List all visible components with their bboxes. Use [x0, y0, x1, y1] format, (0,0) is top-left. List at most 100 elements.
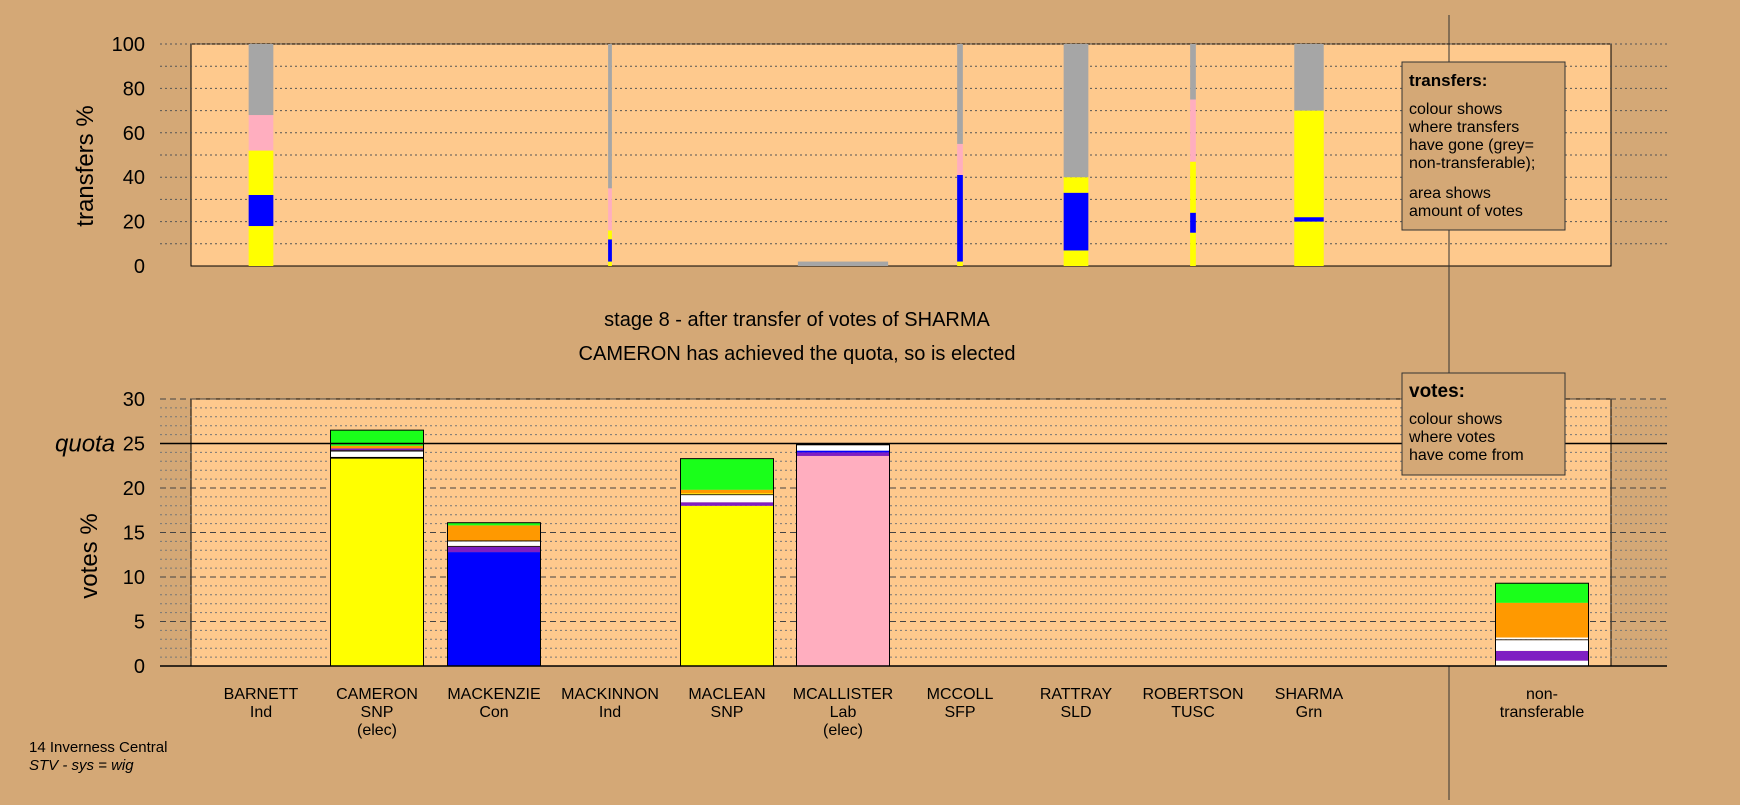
transfers-legend-line: non-transferable);	[1409, 155, 1535, 172]
transfers-legend-title: transfers:	[1409, 71, 1487, 90]
candidate-party: SLD	[1060, 704, 1091, 721]
vote-segment	[680, 505, 774, 666]
candidate-name: RATTRAY	[1040, 686, 1113, 703]
candidate-name: SHARMA	[1275, 686, 1344, 703]
votes-legend-line: where votes	[1408, 429, 1495, 446]
candidate-party: SFP	[944, 704, 975, 721]
transfer-segment	[797, 261, 889, 266]
vote-segment	[796, 443, 890, 446]
transfers-legend-box	[1401, 61, 1566, 231]
transfer-bar-mccoll	[957, 44, 963, 266]
stage-title: stage 8 - after transfer of votes of SHA…	[604, 309, 990, 331]
vote-bar-cameron	[330, 429, 424, 667]
transfer-segment	[608, 44, 612, 189]
vote-segment	[447, 525, 541, 541]
vote-segment	[680, 494, 774, 496]
vote-segment	[330, 448, 424, 451]
candidate-party: Grn	[1296, 704, 1323, 721]
vote-segment	[680, 458, 774, 490]
vote-bar-mackenzie	[447, 522, 541, 667]
transfer-segment	[1190, 99, 1196, 162]
vote-segment	[1495, 602, 1589, 638]
nontransferable-label-line: non-	[1526, 686, 1558, 703]
transfer-segment	[1190, 161, 1196, 213]
votes-legend-line: have come from	[1409, 447, 1524, 464]
votes-tick-label: 20	[123, 478, 145, 500]
transfer-segment	[1294, 110, 1324, 218]
vote-segment	[330, 450, 424, 452]
vote-segment	[1495, 583, 1589, 603]
vote-segment	[447, 552, 541, 666]
transfer-segment	[248, 150, 274, 195]
vote-segment	[796, 452, 890, 456]
candidate-name: CAMERON	[336, 686, 418, 703]
footer-constituency: 14 Inverness Central	[29, 739, 167, 756]
vote-segment	[680, 493, 774, 495]
transfer-segment	[608, 239, 612, 262]
transfers-legend: transfers: colour shows where transfers …	[1401, 61, 1566, 231]
votes-legend-title: votes:	[1409, 381, 1465, 402]
vote-segment	[796, 455, 890, 666]
transfer-segment	[1190, 212, 1196, 233]
nontransferable-label: non-transferable	[1500, 686, 1585, 721]
transfer-segment	[248, 115, 274, 151]
vote-segment	[330, 458, 424, 666]
vote-segment	[680, 489, 774, 494]
vote-bar-mcallister	[796, 443, 890, 667]
transfer-segment	[957, 174, 963, 262]
vote-segment	[330, 430, 424, 446]
transfer-segment	[608, 188, 612, 231]
candidate-party: TUSC	[1171, 704, 1215, 721]
vote-segment	[447, 541, 541, 546]
transfers-tick-label: 100	[112, 34, 145, 56]
transfers-tick-label: 60	[123, 123, 145, 145]
transfer-bar-robertson	[1190, 44, 1196, 266]
transfer-segment	[248, 226, 274, 266]
transfers-tick-label: 0	[134, 256, 145, 278]
nontransferable-label-line: transferable	[1500, 704, 1585, 721]
transfer-segment	[1063, 177, 1089, 193]
candidate-name: MACLEAN	[688, 686, 765, 703]
transfers-legend-line: amount of votes	[1409, 203, 1523, 220]
vote-segment	[796, 445, 890, 451]
vote-segment	[330, 451, 424, 457]
candidate-party: SNP	[361, 704, 394, 721]
vote-segment	[796, 450, 890, 453]
transfer-segment	[957, 44, 963, 144]
transfer-bar-barnett	[248, 44, 274, 266]
transfers-legend-line: have gone (grey=	[1409, 137, 1534, 154]
candidate-name: ROBERTSON	[1142, 686, 1243, 703]
candidate-status: (elec)	[357, 722, 397, 739]
footer-system: STV - sys = wig	[29, 757, 134, 774]
vote-segment	[1495, 640, 1589, 651]
candidate-party: Lab	[830, 704, 857, 721]
transfers-legend-line: where transfers	[1408, 119, 1519, 136]
transfer-segment	[1190, 44, 1196, 100]
vote-segment	[680, 502, 774, 506]
votes-axis-title: votes %	[76, 513, 103, 598]
votes-tick-label: 10	[123, 567, 145, 589]
transfer-bar-mackinnon	[608, 44, 612, 266]
transfers-legend-line: colour shows	[1409, 101, 1502, 118]
candidate-party: Ind	[599, 704, 621, 721]
vote-segment	[1495, 660, 1589, 666]
vote-bar-maclean	[680, 458, 774, 667]
vote-segment	[447, 522, 541, 526]
candidate-name: MCCOLL	[927, 686, 994, 703]
votes-tick-label: 15	[123, 523, 145, 545]
vote-segment	[330, 456, 424, 459]
transfer-segment	[1063, 44, 1089, 178]
transfer-bar-mcallister	[797, 261, 889, 266]
vote-segment	[1495, 639, 1589, 641]
transfer-segment	[248, 44, 274, 116]
